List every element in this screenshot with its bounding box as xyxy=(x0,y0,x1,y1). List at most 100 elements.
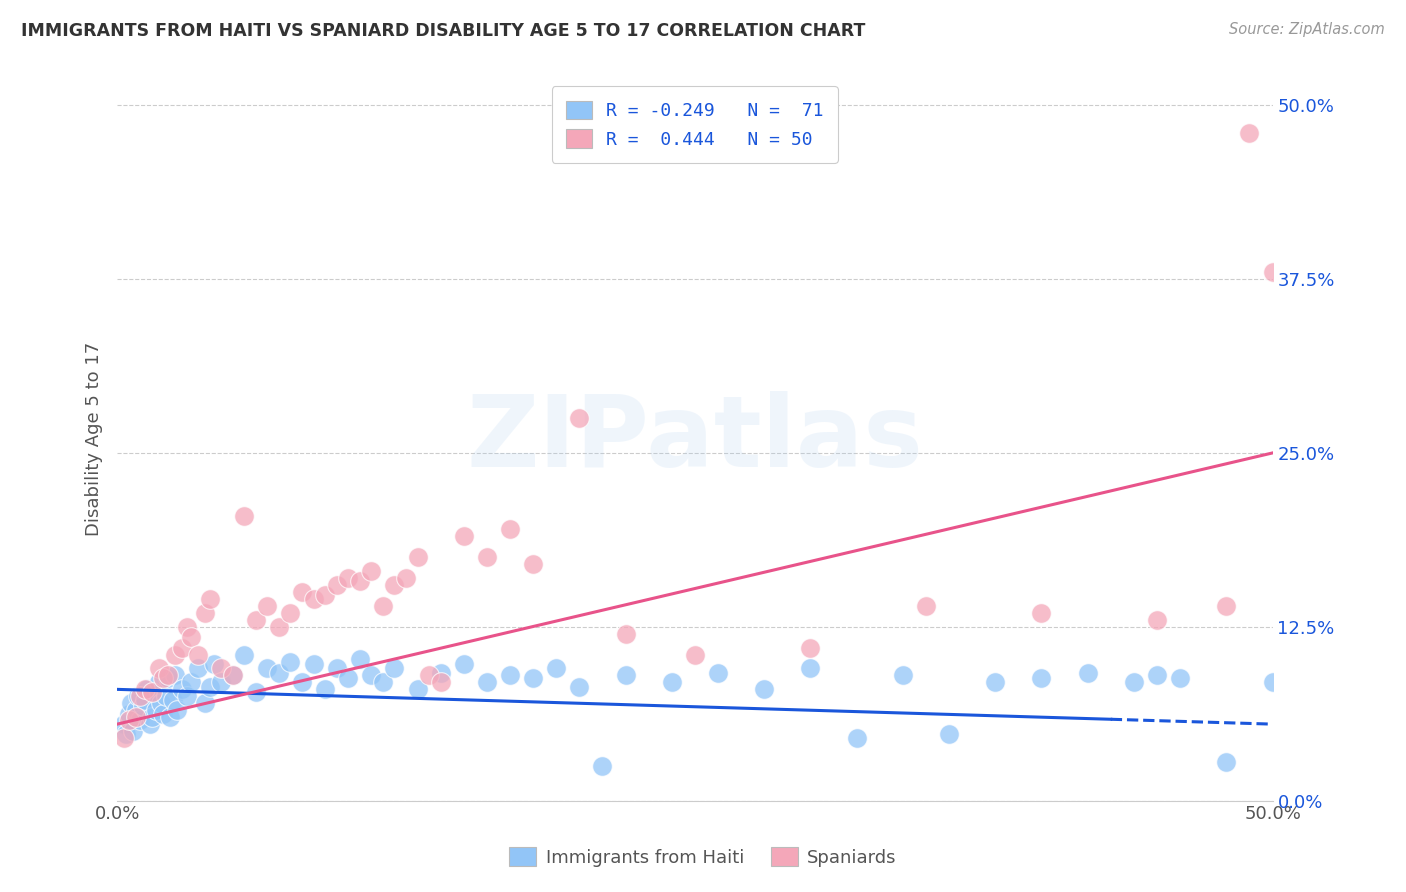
Point xyxy=(267,665,290,680)
Point xyxy=(418,668,440,682)
Point xyxy=(845,731,868,745)
Point xyxy=(499,523,522,537)
Point xyxy=(198,680,221,694)
Point xyxy=(176,620,198,634)
Point xyxy=(112,731,135,745)
Point xyxy=(136,682,159,697)
Point xyxy=(499,668,522,682)
Point xyxy=(1239,126,1261,140)
Point xyxy=(155,690,177,704)
Point xyxy=(122,724,145,739)
Point xyxy=(233,648,256,662)
Point xyxy=(141,710,163,724)
Point xyxy=(371,599,394,613)
Point xyxy=(170,682,193,697)
Point xyxy=(143,685,166,699)
Point xyxy=(360,564,382,578)
Point xyxy=(159,710,181,724)
Point xyxy=(707,665,730,680)
Point xyxy=(1031,606,1053,620)
Point xyxy=(360,668,382,682)
Point xyxy=(180,675,202,690)
Point xyxy=(891,668,914,682)
Point xyxy=(198,591,221,606)
Point xyxy=(267,620,290,634)
Point xyxy=(325,578,347,592)
Point xyxy=(406,682,429,697)
Point xyxy=(1261,675,1284,690)
Point xyxy=(134,693,156,707)
Point xyxy=(314,588,336,602)
Point xyxy=(176,690,198,704)
Point xyxy=(141,685,163,699)
Point xyxy=(209,675,232,690)
Point xyxy=(799,661,821,675)
Point xyxy=(384,661,406,675)
Point xyxy=(118,713,141,727)
Point xyxy=(124,703,146,717)
Point xyxy=(349,574,371,588)
Point xyxy=(194,696,217,710)
Point xyxy=(568,411,591,425)
Point xyxy=(120,696,142,710)
Point xyxy=(162,693,184,707)
Point xyxy=(152,671,174,685)
Y-axis label: Disability Age 5 to 17: Disability Age 5 to 17 xyxy=(86,342,103,536)
Point xyxy=(129,690,152,704)
Point xyxy=(384,578,406,592)
Point xyxy=(280,606,302,620)
Point xyxy=(429,665,451,680)
Point xyxy=(429,675,451,690)
Point xyxy=(129,713,152,727)
Point xyxy=(349,652,371,666)
Point xyxy=(1146,668,1168,682)
Point xyxy=(194,606,217,620)
Point xyxy=(118,707,141,722)
Legend: R = -0.249   N =  71, R =  0.444   N = 50: R = -0.249 N = 71, R = 0.444 N = 50 xyxy=(551,87,838,163)
Point xyxy=(614,668,637,682)
Point xyxy=(683,648,706,662)
Point xyxy=(1168,671,1191,685)
Point xyxy=(202,657,225,672)
Point xyxy=(131,699,153,714)
Point xyxy=(395,571,418,585)
Point xyxy=(187,648,209,662)
Point xyxy=(256,599,278,613)
Text: Source: ZipAtlas.com: Source: ZipAtlas.com xyxy=(1229,22,1385,37)
Point xyxy=(245,685,267,699)
Point xyxy=(152,707,174,722)
Point xyxy=(546,661,568,675)
Point xyxy=(1215,599,1237,613)
Point xyxy=(134,682,156,697)
Text: IMMIGRANTS FROM HAITI VS SPANIARD DISABILITY AGE 5 TO 17 CORRELATION CHART: IMMIGRANTS FROM HAITI VS SPANIARD DISABI… xyxy=(21,22,866,40)
Point xyxy=(1146,613,1168,627)
Point xyxy=(209,661,232,675)
Point xyxy=(754,682,776,697)
Point xyxy=(291,585,314,599)
Point xyxy=(614,626,637,640)
Point xyxy=(1031,671,1053,685)
Point xyxy=(170,640,193,655)
Point xyxy=(291,675,314,690)
Point xyxy=(337,671,360,685)
Point xyxy=(1122,675,1144,690)
Point xyxy=(1215,755,1237,769)
Point xyxy=(166,703,188,717)
Point xyxy=(233,508,256,523)
Point xyxy=(661,675,683,690)
Point xyxy=(127,690,149,704)
Point xyxy=(157,668,180,682)
Point xyxy=(163,648,186,662)
Point xyxy=(124,710,146,724)
Point xyxy=(280,655,302,669)
Point xyxy=(984,675,1007,690)
Point xyxy=(245,613,267,627)
Point xyxy=(475,550,498,565)
Point xyxy=(453,657,475,672)
Point xyxy=(187,661,209,675)
Point xyxy=(302,657,325,672)
Point xyxy=(157,671,180,685)
Point xyxy=(222,668,245,682)
Point xyxy=(1261,265,1284,279)
Point xyxy=(112,717,135,731)
